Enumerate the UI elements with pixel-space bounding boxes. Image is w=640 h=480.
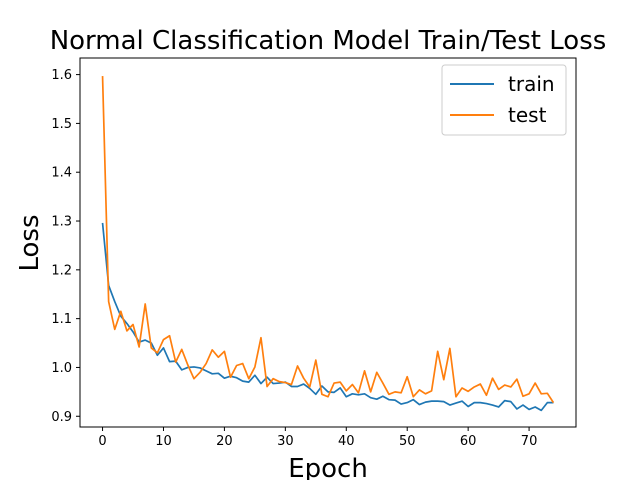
x-tick-label: 50 [399, 434, 416, 449]
y-tick-label: 1.0 [51, 361, 72, 376]
series-line-train [101, 222, 554, 412]
chart-title: Normal Classification Model Train/Test L… [50, 26, 607, 56]
y-tick-label: 0.9 [51, 410, 72, 425]
legend-label-test: test [508, 103, 547, 127]
x-tick-label: 30 [277, 434, 294, 449]
x-tick-label: 0 [98, 434, 106, 449]
y-tick-label: 1.4 [51, 166, 72, 181]
series-layer [101, 76, 555, 412]
x-tick-label: 70 [521, 434, 538, 449]
x-tick-label: 60 [460, 434, 477, 449]
x-tick-label: 20 [216, 434, 233, 449]
y-tick-label: 1.2 [51, 263, 72, 278]
y-axis-label: Loss [15, 214, 45, 271]
y-tick-label: 1.1 [51, 312, 72, 327]
x-tick-label: 10 [155, 434, 172, 449]
ticks-layer: 0 10 20 30 40 50 60 70 0.9 1.0 1.1 1.2 1.3 1.4 1.5 1.6 [51, 68, 537, 449]
x-tick-label: 40 [338, 434, 355, 449]
y-tick-label: 1.6 [51, 68, 72, 83]
x-axis-label: Epoch [288, 454, 368, 480]
legend-box [441, 64, 567, 136]
legend: train test [441, 64, 567, 136]
legend-label-train: train [508, 72, 555, 96]
y-tick-label: 1.5 [51, 117, 72, 132]
axes-frame [79, 57, 577, 428]
y-tick-label: 1.3 [51, 215, 72, 230]
series-line-test [101, 76, 555, 404]
